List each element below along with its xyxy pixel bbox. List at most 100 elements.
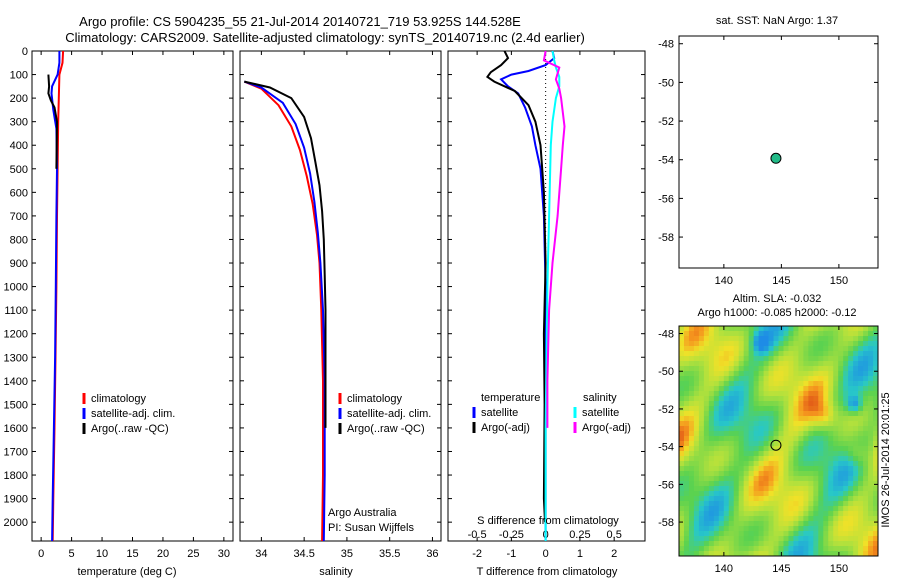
sla-cell: [798, 371, 804, 377]
sla-cell: [868, 431, 874, 437]
sla-cell: [858, 396, 864, 402]
sla-cell: [728, 496, 735, 502]
sla-cell: [798, 471, 804, 477]
sla-cell: [808, 546, 814, 552]
sla-cell: [773, 426, 780, 432]
sla-cell: [778, 526, 785, 532]
sla-cell: [708, 386, 715, 392]
sla-cell: [738, 346, 745, 352]
sla-cell: [798, 406, 804, 412]
sla-cell: [803, 461, 809, 467]
sla-cell: [773, 396, 780, 402]
sla-cell: [773, 466, 780, 472]
sla-cell: [858, 326, 864, 332]
sla-cell: [683, 551, 690, 556]
sla-cell: [818, 466, 824, 472]
sla-cell: [713, 426, 720, 432]
sla-cell: [733, 396, 740, 402]
sla-cell: [848, 346, 854, 352]
sla-cell: [873, 481, 878, 487]
sla-cell: [693, 501, 700, 507]
sla-cell: [733, 406, 740, 412]
sla-cell: [838, 356, 844, 362]
sla-cell: [868, 491, 874, 497]
sla-cell: [733, 331, 740, 337]
sla-cell: [758, 391, 765, 397]
sla-cell: [868, 381, 874, 387]
sla-cell: [788, 491, 795, 497]
sla-cell: [713, 416, 720, 422]
sla-cell: [683, 501, 690, 507]
sla-cell: [828, 451, 834, 457]
sla-cell: [768, 386, 775, 392]
sla-cell: [808, 416, 814, 422]
sla-cell: [738, 421, 745, 427]
sla-cell: [708, 331, 715, 337]
sla-cell: [753, 481, 760, 487]
sla-cell: [713, 451, 720, 457]
sla-cell: [768, 486, 775, 492]
sla-cell: [783, 391, 790, 397]
sla-cell: [863, 336, 869, 342]
sla-cell: [788, 466, 795, 472]
sla-cell: [823, 506, 829, 512]
difference-xtick-label: -2: [472, 548, 482, 560]
sla-cell: [808, 476, 814, 482]
sla-cell: [858, 381, 864, 387]
sla-cell: [683, 531, 690, 537]
sla-cell: [763, 551, 770, 556]
sla-cell: [679, 436, 685, 442]
sla-cell: [793, 356, 799, 362]
sla-cell: [863, 466, 869, 472]
sla-cell: [773, 346, 780, 352]
sla-cell: [838, 441, 844, 447]
difference-xtick-label: 2: [611, 548, 617, 560]
sla-cell: [679, 341, 685, 347]
sla-cell: [763, 531, 770, 537]
sla-map-xtick-label: 140: [715, 563, 733, 575]
sla-cell: [863, 541, 869, 547]
sla-cell: [843, 541, 849, 547]
sla-cell: [698, 381, 705, 387]
sla-cell: [808, 496, 814, 502]
sla-cell: [738, 441, 745, 447]
sla-cell: [833, 336, 839, 342]
sla-cell: [858, 536, 864, 542]
sla-cell: [763, 436, 770, 442]
sla-cell: [718, 361, 725, 367]
sla-cell: [683, 456, 690, 462]
sla-cell: [763, 396, 770, 402]
sla-cell: [823, 491, 829, 497]
sla-cell: [698, 361, 705, 367]
sla-cell: [723, 526, 730, 532]
sla-map-frame: [678, 325, 879, 557]
sla-cell: [808, 541, 814, 547]
sla-cell: [793, 346, 799, 352]
sla-cell: [803, 346, 809, 352]
sla-cell: [713, 511, 720, 517]
sla-map-ytick-label: -54: [658, 442, 674, 454]
sla-cell: [793, 451, 799, 457]
sla-cell: [683, 401, 690, 407]
sla-cell: [768, 366, 775, 372]
sla-cell: [833, 446, 839, 452]
sla-cell: [853, 381, 859, 387]
sla-cell: [728, 326, 735, 332]
sla-cell: [823, 331, 829, 337]
sst-map-ytick-label: -48: [658, 39, 674, 51]
sla-cell: [843, 326, 849, 332]
sla-cell: [723, 461, 730, 467]
sla-cell: [758, 496, 765, 502]
sla-cell: [773, 381, 780, 387]
sla-cell: [863, 531, 869, 537]
sla-cell: [708, 496, 715, 502]
sla-cell: [803, 361, 809, 367]
sla-cell: [833, 436, 839, 442]
sla-cell: [713, 336, 720, 342]
sla-cell: [798, 496, 804, 502]
sla-cell: [868, 531, 874, 537]
sla-cell: [713, 386, 720, 392]
sla-cell: [793, 446, 799, 452]
sla-cell: [708, 446, 715, 452]
sla-cell: [763, 461, 770, 467]
